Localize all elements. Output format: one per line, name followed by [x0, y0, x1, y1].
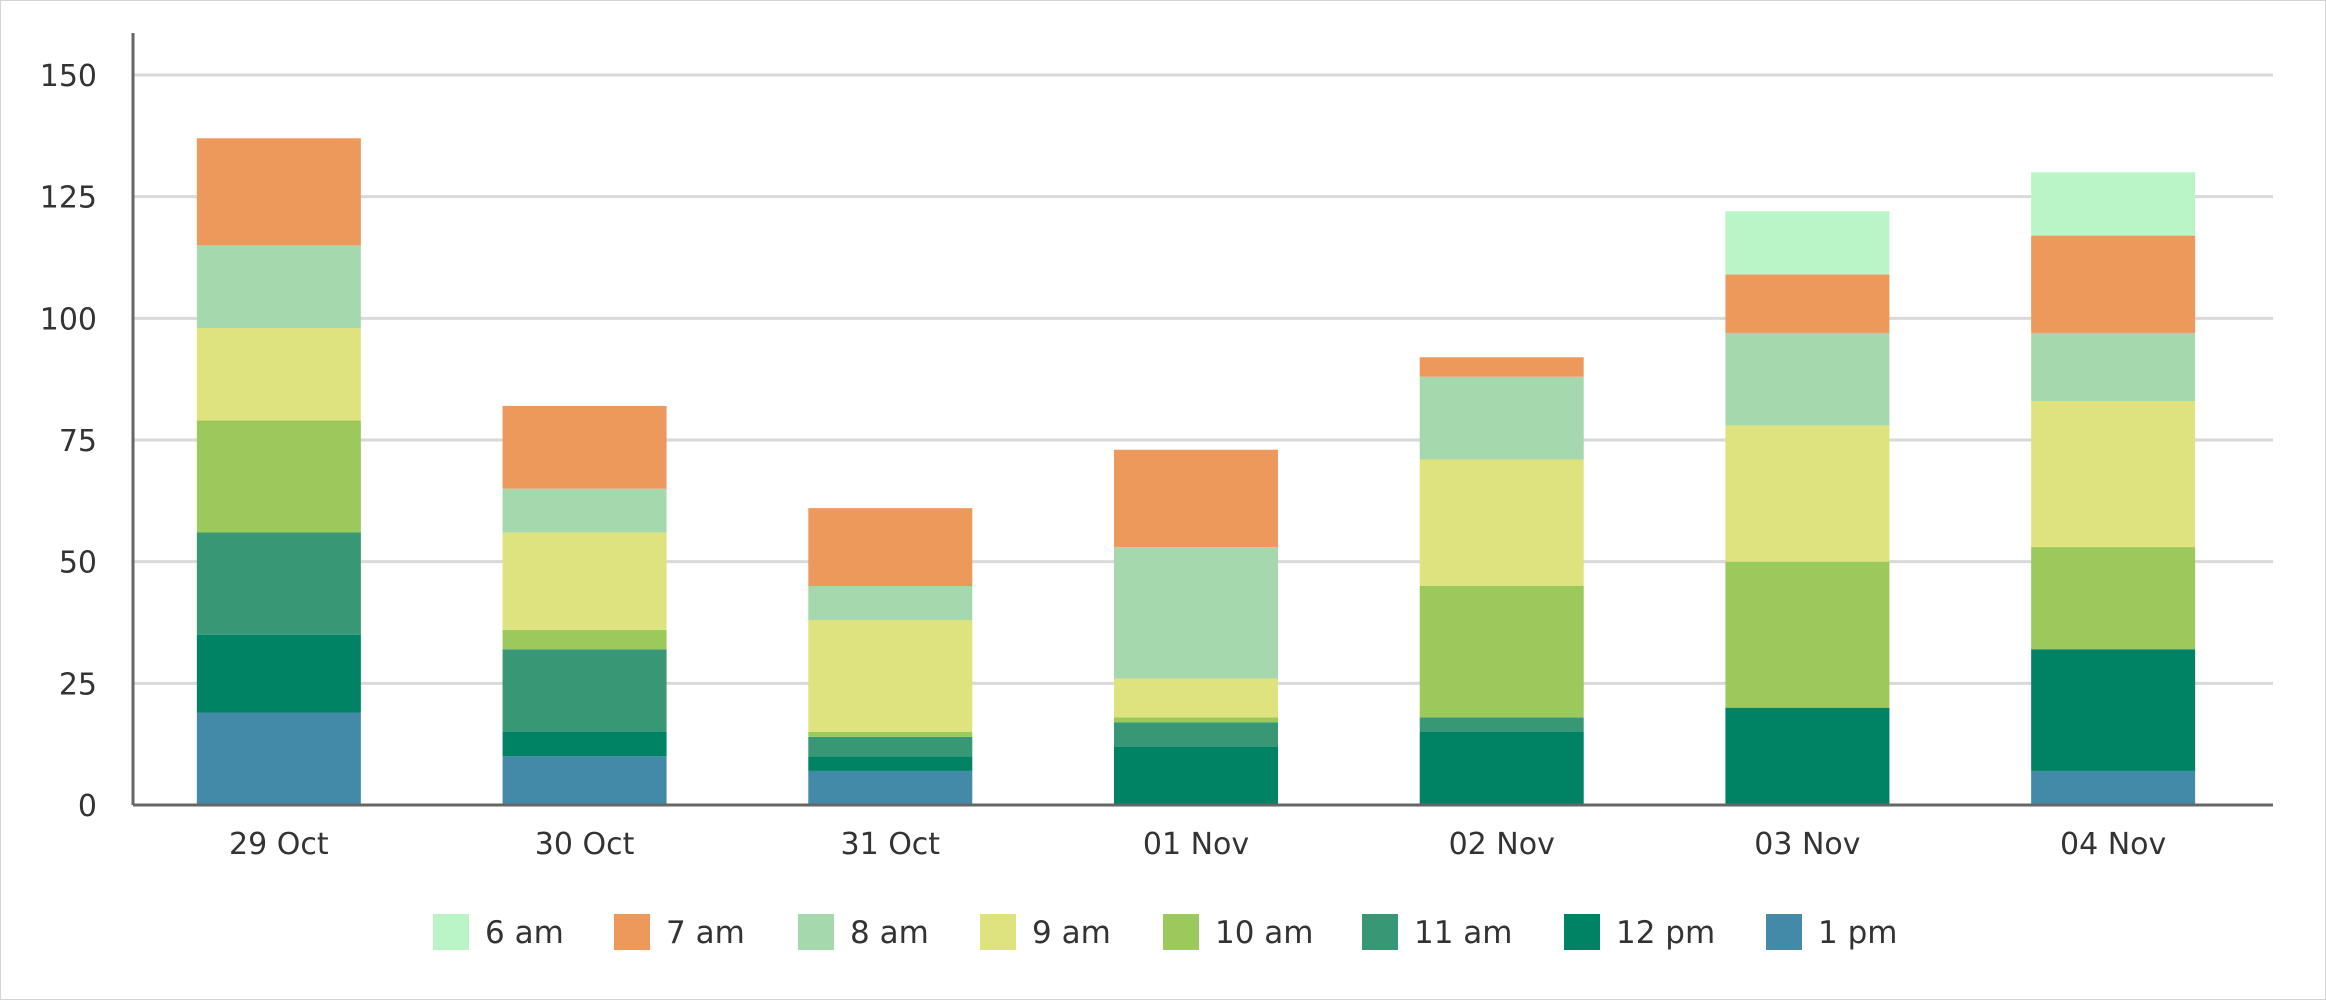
legend-item: 7 am	[614, 914, 745, 951]
legend-swatch	[1163, 914, 1199, 950]
bar-segment	[1725, 211, 1890, 275]
bar-segment	[1419, 459, 1584, 586]
legend-label: 1 pm	[1818, 915, 1897, 951]
bar-segment	[1725, 707, 1890, 805]
legend-swatch	[1362, 914, 1398, 950]
bar-stack	[1114, 449, 1278, 805]
bar-segment	[1114, 678, 1278, 718]
x-tick-label: 31 Oct	[840, 827, 940, 862]
bar-segment	[808, 736, 973, 757]
legend-item: 12 pm	[1564, 914, 1715, 951]
legend-swatch	[798, 914, 834, 950]
legend-item: 9 am	[980, 914, 1111, 951]
legend-label: 8 am	[850, 915, 929, 951]
bar-segment	[808, 756, 973, 771]
bar-stack	[1725, 211, 1890, 805]
bar-segment	[808, 732, 973, 737]
legend-label: 10 am	[1215, 915, 1314, 951]
legend-label: 7 am	[666, 915, 745, 951]
legend-item: 1 pm	[1766, 914, 1897, 951]
x-tick-label: 03 Nov	[1754, 827, 1860, 862]
bar-segment	[1419, 717, 1584, 732]
legend-label: 12 pm	[1616, 915, 1715, 951]
bar-segment	[2031, 235, 2196, 333]
bar-segment	[1114, 449, 1278, 548]
bar-segment	[502, 732, 667, 757]
bar-stack	[2031, 172, 2196, 805]
bar-segment	[808, 508, 973, 586]
legend-label: 11 am	[1414, 915, 1513, 951]
legend: 6 am 7 am 8 am 9 am 10 am 11 am 12 pm 1 pm	[433, 914, 1897, 951]
bar-segment	[2031, 770, 2196, 805]
bar-stack	[808, 508, 973, 805]
legend-item: 8 am	[798, 914, 929, 951]
legend-swatch	[1766, 914, 1802, 950]
bar-segment	[2031, 401, 2196, 548]
bar-segment	[1114, 717, 1278, 723]
bar-segment	[808, 586, 973, 621]
bar-segment	[196, 634, 361, 713]
x-tick-label: 04 Nov	[2060, 827, 2166, 862]
bar-segment	[1419, 357, 1584, 377]
legend-swatch	[433, 914, 469, 950]
bar-segment	[502, 629, 667, 650]
legend-label: 9 am	[1032, 915, 1111, 951]
bar-segment	[2031, 649, 2196, 771]
bar-stack	[196, 138, 361, 805]
bar-segment	[502, 488, 667, 533]
legend-label: 6 am	[485, 915, 564, 951]
bar-segment	[808, 770, 973, 805]
bar-segment	[2031, 332, 2196, 402]
bar-segment	[2031, 172, 2196, 236]
bar-segment	[1725, 425, 1890, 562]
x-tick-label: 02 Nov	[1449, 827, 1555, 862]
bar-segment	[1419, 586, 1584, 718]
bar-segment	[196, 328, 361, 421]
bar-segment	[1114, 547, 1278, 679]
legend-item: 6 am	[433, 914, 564, 951]
bar-segment	[1114, 722, 1278, 747]
legend-swatch	[614, 914, 650, 950]
bar-segment	[502, 532, 667, 630]
bar-segment	[1114, 746, 1278, 805]
bars	[196, 138, 2196, 805]
bar-segment	[196, 532, 361, 635]
bar-segment	[1725, 332, 1890, 426]
x-tick-label: 29 Oct	[229, 827, 329, 862]
y-tick-label: 0	[78, 789, 97, 824]
bar-segment	[502, 405, 667, 489]
y-tick-label: 25	[59, 667, 97, 702]
y-tick-label: 75	[59, 424, 97, 459]
y-tick-label: 125	[40, 181, 97, 216]
x-tick-label: 30 Oct	[535, 827, 635, 862]
y-tick-label: 50	[59, 546, 97, 581]
x-axis-tick-labels: 29 Oct 30 Oct 31 Oct 01 Nov 02 Nov 03 Nov 04 N…	[229, 827, 2166, 862]
bar-segment	[196, 245, 361, 329]
legend-swatch	[980, 914, 1016, 950]
bar-segment	[808, 620, 973, 732]
bar-segment	[1725, 274, 1890, 333]
y-tick-label: 100	[40, 302, 97, 337]
grid-lines	[133, 73, 2273, 685]
y-tick-label: 150	[40, 59, 97, 94]
x-tick-label: 01 Nov	[1143, 827, 1249, 862]
legend-item: 10 am	[1163, 914, 1314, 951]
bar-segment	[196, 420, 361, 533]
bar-segment	[196, 712, 361, 805]
bar-segment	[1725, 561, 1890, 708]
bar-segment	[2031, 547, 2196, 650]
y-axis-tick-labels: 0 25 50 75 100 125 150	[40, 59, 97, 824]
bar-stack	[1419, 357, 1584, 805]
bar-stack	[502, 405, 667, 805]
bar-segment	[196, 138, 361, 246]
bar-segment	[502, 649, 667, 732]
bar-segment	[1419, 732, 1584, 805]
legend-swatch	[1564, 914, 1600, 950]
legend-item: 11 am	[1362, 914, 1513, 951]
axes	[131, 33, 2273, 807]
bar-segment	[1419, 376, 1584, 460]
bar-segment	[502, 756, 667, 805]
